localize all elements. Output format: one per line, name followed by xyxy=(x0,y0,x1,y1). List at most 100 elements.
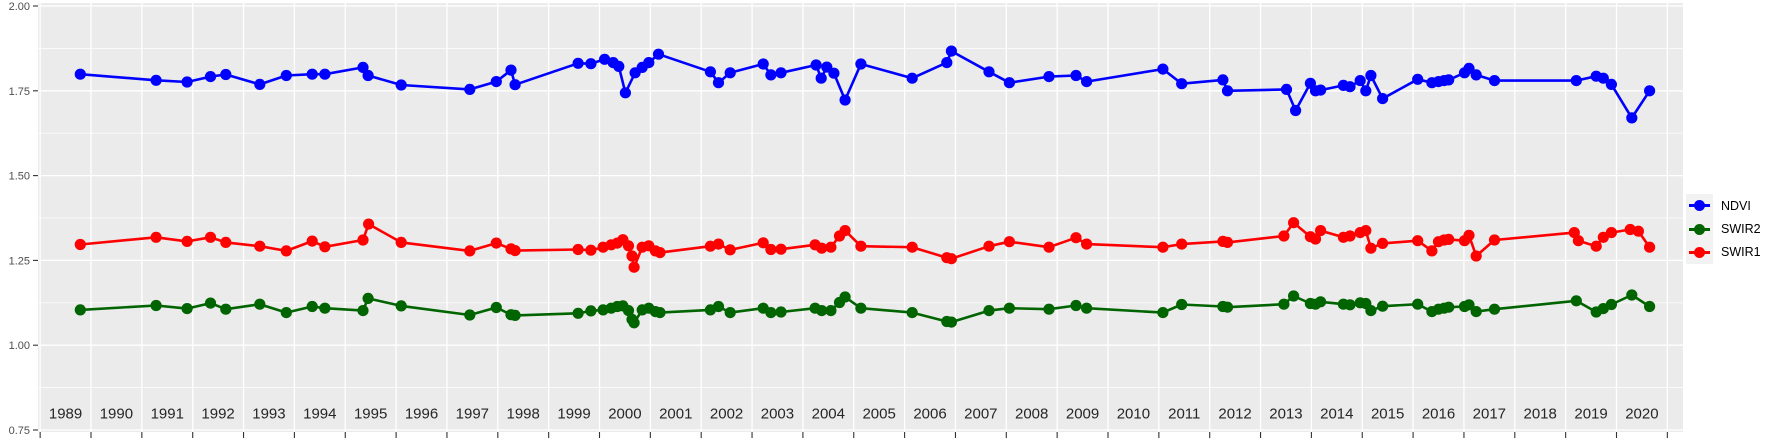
data-point xyxy=(1443,233,1455,245)
data-point xyxy=(1354,75,1366,87)
data-point xyxy=(704,66,717,78)
data-point xyxy=(1081,238,1093,250)
data-point xyxy=(1365,242,1377,254)
data-point xyxy=(1043,303,1055,315)
data-point xyxy=(599,53,611,65)
data-point xyxy=(74,238,86,251)
y-major-gridlines xyxy=(38,5,1683,431)
data-point xyxy=(622,305,635,317)
x-axis-label: 1994 xyxy=(303,406,336,423)
x-axis-label: 2001 xyxy=(659,406,692,423)
data-point xyxy=(1344,299,1356,311)
x-axis-label: 1996 xyxy=(405,406,438,423)
data-point xyxy=(1605,227,1617,239)
data-point xyxy=(1360,225,1372,237)
data-point xyxy=(509,79,521,91)
data-point xyxy=(825,241,837,253)
data-point xyxy=(1217,74,1229,86)
data-point xyxy=(757,237,769,249)
x-axis-label: 2019 xyxy=(1574,406,1607,423)
data-point xyxy=(1288,217,1300,229)
data-point xyxy=(363,218,375,230)
data-point xyxy=(1315,225,1327,237)
data-point xyxy=(1412,73,1424,85)
data-point xyxy=(505,64,517,76)
data-point xyxy=(306,235,318,247)
data-point xyxy=(1412,298,1424,310)
data-point xyxy=(572,307,584,319)
data-point xyxy=(464,83,476,95)
data-point xyxy=(1377,237,1389,249)
data-point xyxy=(619,87,632,99)
data-point xyxy=(654,307,666,319)
legend-item-swir1: SWIR1 xyxy=(1686,240,1761,265)
data-point xyxy=(1463,229,1475,241)
data-point xyxy=(1488,234,1501,246)
legend: NDVI SWIR2 SWIR1 xyxy=(1686,194,1761,265)
series-ndvi xyxy=(74,45,1656,124)
data-point xyxy=(906,241,918,253)
data-point xyxy=(1572,235,1584,247)
x-axis-ticks xyxy=(39,432,1668,438)
data-point xyxy=(74,68,86,80)
data-point xyxy=(1221,301,1234,313)
data-point xyxy=(509,245,521,257)
data-point xyxy=(1176,298,1188,311)
data-point xyxy=(1003,236,1016,248)
data-point xyxy=(1470,69,1482,81)
data-point xyxy=(1221,236,1234,248)
series-swir1 xyxy=(74,217,1656,273)
data-point xyxy=(906,72,918,84)
data-point xyxy=(855,302,867,314)
data-point xyxy=(220,236,232,248)
data-point xyxy=(1365,305,1377,317)
data-point xyxy=(1597,231,1609,243)
data-point xyxy=(810,59,822,71)
legend-dot-swir2 xyxy=(1694,223,1705,235)
x-axis-label: 2002 xyxy=(710,406,743,423)
data-point xyxy=(1644,85,1656,97)
data-point xyxy=(839,225,851,237)
data-point xyxy=(855,240,867,252)
data-point xyxy=(839,94,851,106)
data-point xyxy=(572,57,584,69)
legend-item-ndvi: NDVI xyxy=(1686,194,1761,218)
data-point xyxy=(1605,298,1617,311)
data-point xyxy=(983,66,995,78)
data-point xyxy=(652,48,665,60)
data-point xyxy=(1344,81,1356,93)
data-point xyxy=(254,78,266,90)
data-point xyxy=(1043,71,1055,83)
data-point xyxy=(983,305,995,317)
data-point xyxy=(181,76,193,88)
x-axis-label: 1997 xyxy=(456,406,489,423)
data-point xyxy=(395,300,407,312)
data-point xyxy=(855,58,867,70)
data-point xyxy=(204,71,217,83)
data-point xyxy=(319,68,331,80)
data-point xyxy=(1070,299,1082,312)
data-point xyxy=(572,243,584,256)
data-point xyxy=(204,231,217,243)
data-point xyxy=(945,253,958,265)
data-point xyxy=(1070,232,1082,244)
data-point xyxy=(220,68,232,81)
data-point xyxy=(765,69,777,81)
data-point xyxy=(643,57,655,69)
legend-key-swir1-icon xyxy=(1686,240,1713,265)
data-point xyxy=(1176,78,1188,90)
data-point xyxy=(395,236,407,248)
data-point xyxy=(1081,76,1093,88)
data-point xyxy=(775,306,787,318)
data-point xyxy=(906,307,918,319)
data-point xyxy=(724,67,736,79)
data-point xyxy=(1344,230,1356,242)
x-axis-label: 2005 xyxy=(862,406,895,423)
x-axis-label: 2014 xyxy=(1320,406,1353,423)
data-point xyxy=(1463,299,1475,311)
series-swir2 xyxy=(74,289,1656,329)
data-point xyxy=(712,238,725,250)
data-point xyxy=(150,299,162,312)
data-point xyxy=(1003,302,1016,314)
x-axis-label: 2010 xyxy=(1117,406,1150,423)
